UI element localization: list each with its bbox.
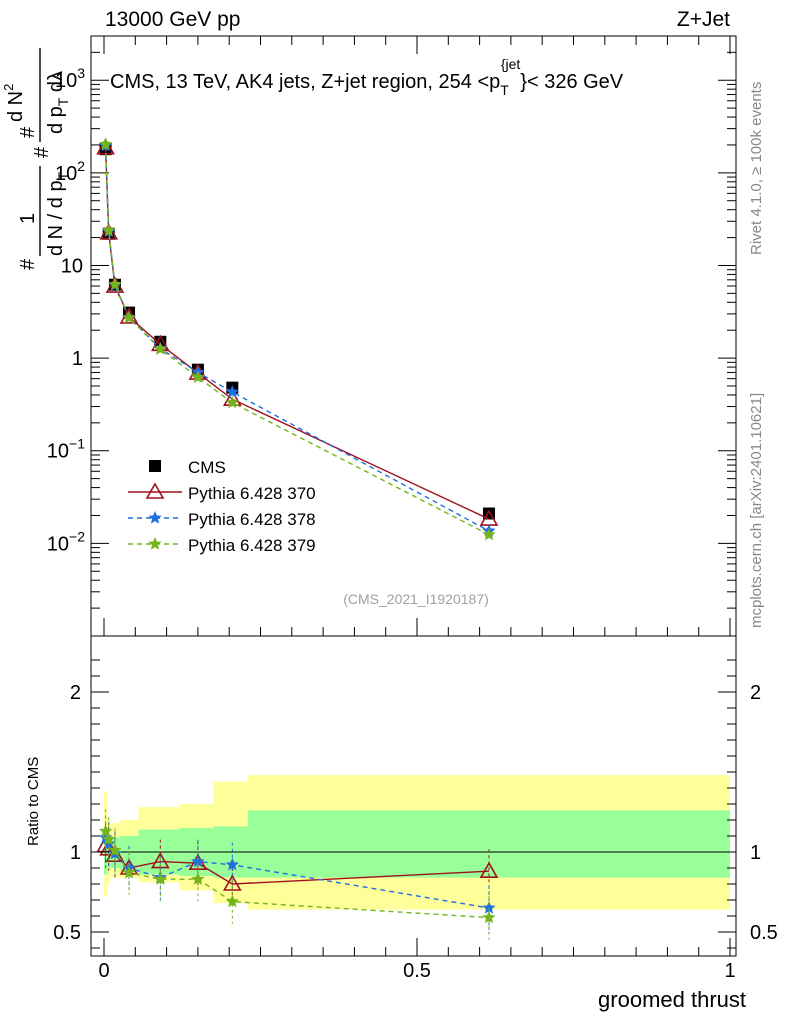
main-ytick-label: 102 — [55, 158, 85, 185]
ylabel-num-b: d N2 — [1, 84, 27, 122]
x-axis-label: groomed thrust — [598, 987, 746, 1012]
main-ytick-label: 103 — [55, 65, 85, 92]
ylabel-hash-a: # — [17, 258, 39, 270]
data-point-3 — [108, 277, 122, 290]
ratio-band-inner — [247, 810, 731, 878]
ratio-panel: 0 0.5 1 0.5 0.5 1 1 2 2 Ratio to CMS groomed thr… — [25, 635, 778, 1012]
ylabel-num-a: 1 — [17, 213, 39, 224]
data-point-3 — [482, 527, 496, 541]
main-ytick-label: 1 — [72, 348, 83, 370]
data-point-3 — [122, 310, 136, 324]
ratio-frame — [90, 635, 737, 957]
mcplots-label: mcplots.cern.ch [arXiv:2401.10621] — [748, 393, 765, 628]
ratio-xtick-label: 0 — [98, 960, 109, 982]
main-ytick-label: 10−2 — [47, 528, 85, 555]
ratio-ytick-label: 2 — [70, 682, 81, 704]
legend-label: Pythia 6.428 370 — [188, 484, 316, 503]
ratio-point-2 — [102, 832, 116, 845]
ratio-point-2 — [225, 894, 239, 908]
analysis-watermark: (CMS_2021_I1920187) — [343, 591, 489, 607]
ratio-xtick-label: 1 — [724, 960, 735, 982]
ratio-point-1 — [482, 901, 496, 914]
legend-label: Pythia 6.428 378 — [188, 510, 316, 529]
ratio-ylabel: Ratio to CMS — [25, 757, 42, 846]
legend-label: Pythia 6.428 379 — [188, 536, 316, 555]
ratio-ytick-label-right: 1 — [750, 842, 761, 864]
series-line-1 — [104, 147, 490, 520]
legend-label: CMS — [188, 458, 226, 477]
main-series-group — [96, 137, 499, 541]
ratio-ytick-label: 0.5 — [53, 922, 81, 944]
ratio-axis: 0 0.5 1 0.5 0.5 1 1 2 2 — [53, 659, 778, 982]
data-point-3 — [98, 137, 113, 150]
main-ylabel: # 1 d N / d pT # # d N2 d pT dλ — [1, 48, 71, 270]
ratio-line-0 — [105, 845, 490, 885]
legend-marker-cms — [149, 460, 161, 472]
energy-label: 13000 GeV pp — [105, 8, 240, 31]
ratio-xtick-label: 0.5 — [403, 960, 431, 982]
legend: CMS Pythia 6.428 370 Pythia 6.428 378 Pythi… — [128, 458, 316, 555]
title-sup: {jet — [501, 56, 521, 72]
legend-marker — [148, 511, 162, 524]
ylabel-den-a: d N / d pT — [45, 171, 71, 256]
ratio-ytick-label-right: 2 — [750, 682, 761, 704]
chart-title: CMS, 13 TeV, AK4 jets, Z+jet region, 254… — [110, 56, 624, 98]
data-point-3 — [102, 223, 116, 237]
title-prefix: CMS, 13 TeV, AK4 jets, Z+jet region, 254… — [110, 71, 500, 93]
ratio-point-2 — [482, 910, 496, 924]
data-point-3 — [225, 395, 239, 409]
rivet-label: Rivet 4.1.0, ≥ 100k events — [748, 82, 765, 255]
title-sub: T — [500, 82, 509, 98]
ratio-point-1 — [225, 857, 239, 871]
data-point-3 — [191, 370, 205, 383]
ylabel-hash-b1: # — [31, 146, 53, 158]
ratio-point-2 — [191, 872, 205, 885]
ratio-point-2 — [153, 872, 167, 885]
title-suffix: }< 326 GeV — [520, 71, 624, 93]
series-line-2 — [104, 145, 490, 532]
ratio-point-0 — [222, 874, 242, 891]
ratio-point-1 — [191, 854, 205, 868]
main-ytick-label: 10 — [61, 255, 83, 277]
ylabel-den-b: d pT dλ — [45, 71, 71, 134]
ratio-point-2 — [108, 843, 122, 857]
data-point-2 — [225, 385, 239, 398]
process-label: Z+Jet — [677, 8, 730, 31]
legend-marker — [148, 537, 162, 550]
ratio-ytick-label: 1 — [70, 842, 81, 864]
data-point-1 — [99, 223, 119, 240]
ratio-ytick-label-right: 0.5 — [750, 922, 778, 944]
data-point-3 — [153, 342, 167, 355]
legend-marker — [145, 482, 165, 499]
ylabel-hash-b2: # — [17, 126, 39, 138]
ratio-point-0 — [479, 861, 499, 878]
main-ytick-label: 10−1 — [47, 436, 85, 463]
series-line-3 — [104, 144, 490, 536]
ratio-point-2 — [122, 865, 136, 879]
